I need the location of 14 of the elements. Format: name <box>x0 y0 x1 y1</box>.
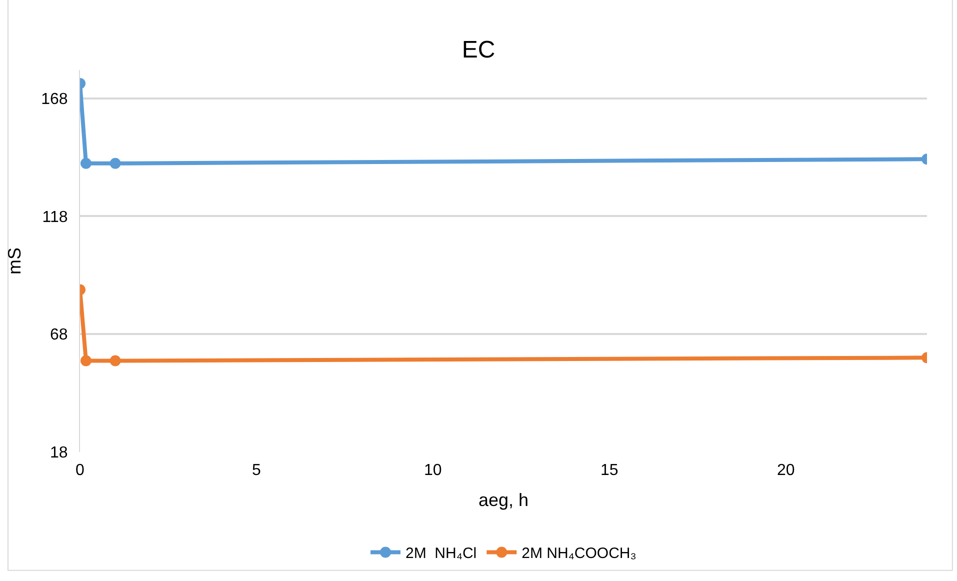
x-tick-label: 10 <box>424 462 442 479</box>
y-tick-label: 118 <box>42 208 68 226</box>
x-tick-label: 15 <box>600 462 618 479</box>
legend-label: 2M NH₄COOCH₃ <box>522 545 636 562</box>
y-axis-title: mS <box>4 248 24 274</box>
y-tick-label: 18 <box>50 444 68 462</box>
legend-label: 2M NH₄Cl <box>406 545 477 562</box>
x-axis-title: aeg, h <box>478 490 529 510</box>
chart-title: EC <box>462 36 496 64</box>
x-tick-label: 20 <box>776 462 795 479</box>
x-tick-label: 5 <box>252 462 262 479</box>
y-tick-label: 168 <box>41 90 68 108</box>
x-tick-label: 0 <box>76 462 85 479</box>
y-tick-label: 68 <box>50 326 68 344</box>
